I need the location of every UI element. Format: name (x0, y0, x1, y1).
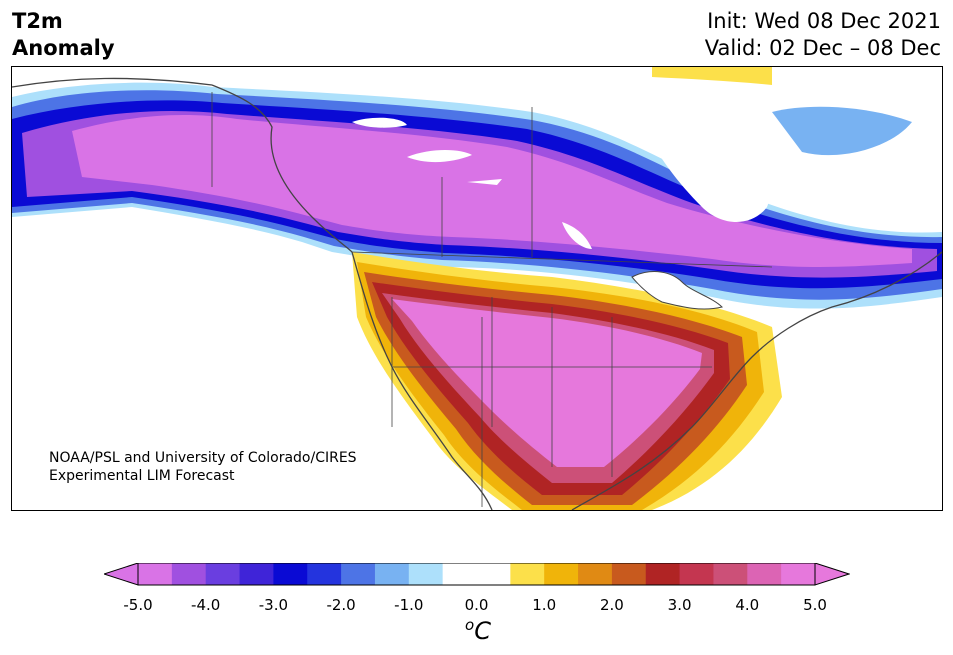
colorbar-segment (781, 563, 816, 585)
map-title: T2m Anomaly (12, 8, 115, 62)
colorbar-low-extend (104, 563, 139, 586)
colorbar-segment (205, 563, 241, 585)
greenland-warm (652, 67, 772, 85)
anomaly-map: NOAA/PSL and University of Colorado/CIRE… (11, 66, 943, 511)
colorbar-segment (341, 563, 376, 585)
colorbar (104, 563, 850, 586)
colorbar-segment (713, 563, 748, 585)
unit-letter: C (474, 617, 491, 645)
colorbar-segment (273, 563, 308, 585)
colorbar-segment (171, 563, 207, 585)
colorbar-unit: oC (465, 616, 491, 645)
colorbar-ticks: -5.0 -4.0 -3.0 -2.0 -1.0 0.0 1.0 2.0 3.0 4.0 5.0 (0, 596, 953, 616)
colorbar-tick-label: 5.0 (803, 596, 827, 614)
hudson-bay (632, 81, 784, 222)
colorbar-tick-label: 4.0 (735, 596, 760, 614)
colorbar-segment (374, 563, 410, 585)
colorbar-tick-label: 2.0 (599, 596, 624, 614)
colorbar-segment (476, 563, 511, 585)
colorbar-segment (645, 563, 681, 585)
credit-line-2: Experimental LIM Forecast (49, 468, 235, 484)
warm-max (392, 299, 702, 467)
map-canvas (12, 67, 942, 510)
colorbar-high-extend (814, 563, 850, 586)
colorbar-tick-label: -5.0 (123, 596, 153, 614)
colorbar-segment (679, 563, 714, 585)
cold-max (72, 115, 912, 267)
colorbar-tick-label: -2.0 (326, 596, 356, 614)
colorbar-tick-label: -3.0 (258, 596, 289, 614)
forecast-dates: Init: Wed 08 Dec 2021 Valid: 02 Dec – 08… (705, 8, 941, 62)
degree-symbol: o (465, 616, 475, 634)
colorbar-segment (510, 563, 545, 585)
title-line-1: T2m (12, 9, 63, 33)
colorbar-tick-label: 0.0 (464, 596, 489, 614)
colorbar-segment (307, 563, 342, 585)
colorbar-tick-label: 3.0 (667, 596, 692, 614)
colorbar-segment (442, 563, 477, 585)
colorbar-segment (747, 563, 782, 585)
state-borders (211, 92, 773, 507)
init-date: Init: Wed 08 Dec 2021 (707, 9, 941, 33)
colorbar-segment (578, 563, 613, 585)
colorbar-segment (544, 563, 579, 585)
title-line-2: Anomaly (12, 36, 115, 60)
coastline (12, 77, 942, 510)
colorbar-segment (239, 563, 274, 585)
colorbar-segment (138, 563, 173, 585)
valid-range: Valid: 02 Dec – 08 Dec (704, 36, 941, 60)
colorbar-tick-label: -1.0 (394, 596, 424, 614)
colorbar-segment (611, 563, 647, 585)
great-lakes (631, 271, 723, 310)
colorbar-outline (137, 563, 816, 586)
credit-line-1: NOAA/PSL and University of Colorado/CIRE… (49, 450, 357, 466)
arctic-cold (772, 106, 912, 156)
colorbar-tick-label: -4.0 (191, 596, 221, 614)
credit-text: NOAA/PSL and University of Colorado/CIRE… (49, 449, 357, 485)
colorbar-segment (408, 563, 444, 585)
colorbar-tick-label: 1.0 (532, 596, 557, 614)
